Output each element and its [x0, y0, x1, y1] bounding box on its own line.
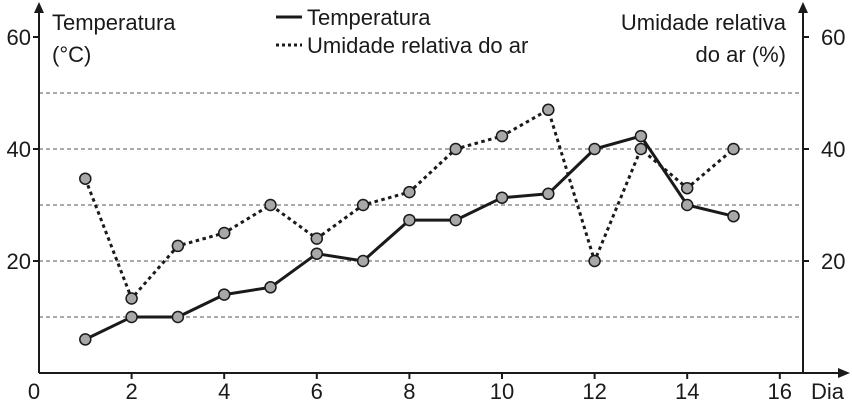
data-point-temperatura [171, 310, 185, 324]
x-axis-tick-label: 2 [125, 379, 137, 404]
data-point-umidade [449, 142, 462, 156]
data-point-temperatura [79, 333, 92, 346]
left-axis-title-line2: (°C) [52, 42, 91, 67]
data-point-umidade [171, 239, 185, 253]
legend-label-temperatura: Temperatura [307, 5, 431, 30]
data-point-temperatura [727, 209, 740, 223]
legend-label-umidade: Umidade relativa do ar [307, 33, 528, 58]
data-point-temperatura [449, 213, 462, 227]
left-axis-tick-label: 20 [7, 249, 31, 274]
data-point-temperatura [495, 191, 509, 204]
x-axis-arrow-icon [838, 368, 850, 378]
right-axis-title-line1: Umidade relativa [621, 10, 787, 35]
data-point-temperatura [217, 288, 231, 301]
x-axis-label: Dia [811, 379, 845, 404]
data-point-temperatura [634, 129, 648, 143]
data-point-umidade [727, 142, 740, 156]
data-point-temperatura [125, 310, 138, 324]
axes [33, 2, 850, 379]
data-point-temperatura [680, 198, 694, 212]
data-point-umidade [264, 198, 277, 212]
data-point-umidade [125, 292, 138, 305]
left-axis-tick-label: 60 [7, 25, 31, 50]
left-axis-tick-label: 40 [7, 137, 31, 162]
data-point-umidade [542, 103, 555, 117]
data-point-umidade [310, 232, 324, 245]
data-point-umidade [217, 226, 231, 240]
right-axis-arrow-icon [798, 2, 808, 13]
x-axis-tick-label: 0 [28, 379, 40, 404]
data-point-umidade [403, 185, 416, 199]
series-line-temperatura [84, 134, 734, 341]
data-point-temperatura [542, 187, 555, 201]
x-axis-tick-label: 16 [768, 379, 792, 404]
data-point-umidade [79, 172, 92, 185]
data-point-umidade [680, 181, 694, 195]
data-point-temperatura [310, 247, 324, 260]
right-axis-tick-label: 60 [821, 25, 845, 50]
legend: Temperatura Umidade relativa do ar [276, 5, 528, 58]
series-group [79, 103, 740, 346]
data-point-temperatura [264, 281, 277, 294]
x-axis-tick-label: 10 [490, 379, 514, 404]
data-point-umidade [495, 129, 509, 143]
data-point-temperatura [356, 254, 370, 268]
x-axis-tick-label: 12 [582, 379, 606, 404]
data-point-temperatura [588, 142, 601, 156]
right-axis-tick-label: 20 [821, 249, 845, 274]
x-axis-tick-label: 14 [675, 379, 699, 404]
right-axis-title-line2: do ar (%) [696, 42, 786, 67]
labels: Temperatura (°C) Umidade relativa do ar … [7, 5, 846, 404]
x-axis-tick-label: 4 [218, 379, 230, 404]
x-axis-tick-label: 8 [403, 379, 415, 404]
data-point-umidade [588, 254, 601, 268]
data-point-temperatura [403, 213, 416, 227]
left-axis-arrow-icon [34, 2, 44, 13]
data-point-umidade [356, 198, 370, 212]
data-point-umidade [634, 142, 648, 156]
right-axis-tick-label: 40 [821, 137, 845, 162]
x-axis-tick-label: 6 [311, 379, 323, 404]
left-axis-title-line1: Temperatura [52, 10, 176, 35]
